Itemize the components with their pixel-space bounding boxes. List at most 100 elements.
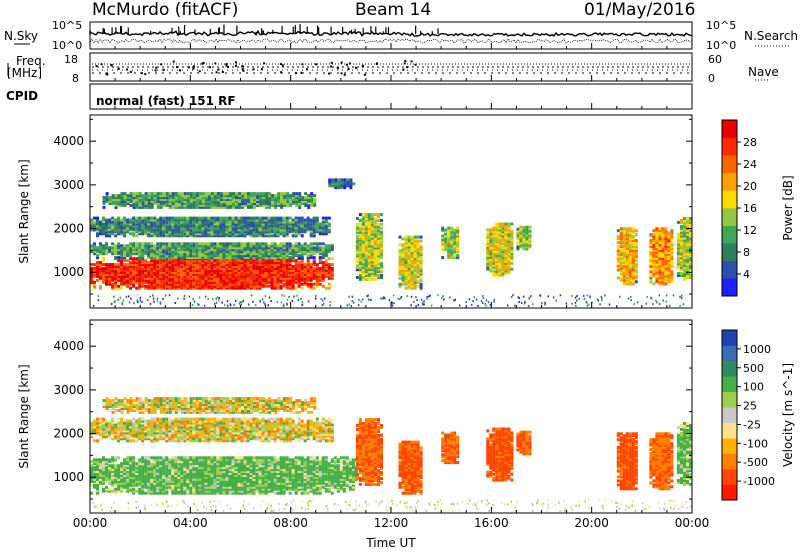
heatmap-cell <box>90 228 93 232</box>
heatmap-cell <box>213 265 217 268</box>
heatmap-cell <box>318 276 322 280</box>
heatmap-cell <box>283 192 287 196</box>
heatmap-cell <box>153 280 157 284</box>
freq-mark <box>202 61 205 64</box>
heatmap-cell <box>225 216 229 220</box>
heatmap-cell <box>655 262 659 266</box>
heatmap-cell <box>246 252 250 256</box>
heatmap-cell <box>404 272 408 276</box>
heatmap-cell <box>261 232 265 236</box>
heatmap-cell <box>234 248 238 252</box>
heatmap-cell <box>207 230 211 234</box>
heatmap-cell <box>271 198 275 201</box>
heatmap-cell <box>237 269 241 272</box>
heatmap-cell <box>297 216 301 220</box>
heatmap-cell <box>507 242 511 246</box>
heatmap-cell <box>619 243 623 246</box>
heatmap-cell <box>507 257 511 261</box>
heatmap-cell <box>355 244 359 248</box>
heatmap-cell <box>306 267 310 270</box>
heatmap-cell <box>108 222 112 226</box>
heatmap-cell <box>177 274 181 278</box>
heatmap-cell <box>210 218 214 222</box>
heatmap-cell <box>132 224 136 228</box>
heatmap-cell <box>129 248 133 252</box>
heatmap-cell <box>259 198 263 201</box>
heatmap-cell <box>171 200 175 203</box>
heatmap-cell <box>616 235 620 239</box>
heatmap-cell <box>510 261 514 265</box>
heatmap-cell <box>231 263 235 267</box>
heatmap-cell <box>204 295 207 298</box>
heatmap-cell <box>240 265 244 268</box>
heatmap-cell <box>507 255 511 259</box>
heatmap-cell <box>135 257 139 261</box>
heatmap-cell <box>318 224 322 228</box>
heatmap-cell <box>416 263 420 267</box>
heatmap-cell <box>495 234 499 238</box>
heatmap-cell <box>231 256 235 260</box>
heatmap-cell <box>377 266 380 270</box>
heatmap-cell <box>240 280 244 284</box>
heatmap-cell <box>219 259 223 263</box>
heatmap-cell <box>625 248 629 252</box>
heatmap-cell <box>658 268 662 272</box>
heatmap-cell <box>222 284 226 288</box>
heatmap-cell <box>377 270 380 274</box>
heatmap-cell <box>114 198 118 201</box>
heatmap-cell <box>294 272 298 276</box>
heatmap-cell <box>102 228 105 232</box>
heatmap-cell <box>522 233 526 237</box>
heatmap-cell <box>153 196 157 200</box>
heatmap-cell <box>370 270 374 274</box>
heatmap-cell <box>164 294 167 297</box>
heatmap-cell <box>231 280 235 284</box>
heatmap-cell <box>138 228 142 232</box>
heatmap-cell <box>108 274 112 278</box>
heatmap-cell <box>162 254 166 258</box>
heatmap-cell <box>162 226 166 230</box>
heatmap-cell <box>270 230 274 234</box>
heatmap-cell <box>228 254 232 258</box>
heatmap-cell <box>631 227 635 231</box>
heatmap-cell <box>210 216 214 220</box>
heatmap-cell <box>373 258 377 262</box>
heatmap-cell <box>258 242 262 246</box>
heatmap-cell <box>126 254 130 258</box>
heatmap-cell <box>213 205 217 209</box>
heatmap-cell <box>252 286 256 290</box>
heatmap-cell <box>237 272 241 276</box>
heatmap-cell <box>367 236 371 240</box>
heatmap-cell <box>404 235 408 239</box>
heatmap-cell <box>258 228 262 232</box>
heatmap-cell <box>246 246 250 250</box>
heatmap-cell <box>631 270 635 274</box>
heatmap-cell <box>253 203 256 207</box>
heatmap-cell <box>416 247 420 251</box>
heatmap-cell <box>207 267 211 270</box>
heatmap-cell <box>634 270 638 274</box>
heatmap-cell <box>162 222 166 226</box>
heatmap-cell <box>123 267 127 270</box>
heatmap-cell <box>649 256 653 260</box>
heatmap-cell <box>177 276 181 280</box>
heatmap-cell <box>219 274 223 278</box>
heatmap-cell <box>117 286 121 290</box>
heatmap-cell <box>364 254 368 258</box>
heatmap-cell <box>413 261 417 265</box>
heatmap-cell <box>156 270 160 274</box>
heatmap-cell <box>139 299 142 302</box>
heatmap-cell <box>628 241 632 244</box>
heatmap-cell <box>250 200 253 203</box>
heatmap-cell <box>447 228 451 232</box>
heatmap-cell <box>279 267 283 270</box>
heatmap-cell <box>450 244 454 248</box>
heatmap-cell <box>292 194 296 198</box>
heatmap-cell <box>243 282 247 286</box>
heatmap-cell <box>273 267 277 270</box>
heatmap-cell <box>240 261 244 265</box>
heatmap-cell <box>410 282 414 286</box>
heatmap-cell <box>246 270 250 274</box>
heatmap-cell <box>249 280 253 284</box>
heatmap-cell <box>189 276 193 280</box>
